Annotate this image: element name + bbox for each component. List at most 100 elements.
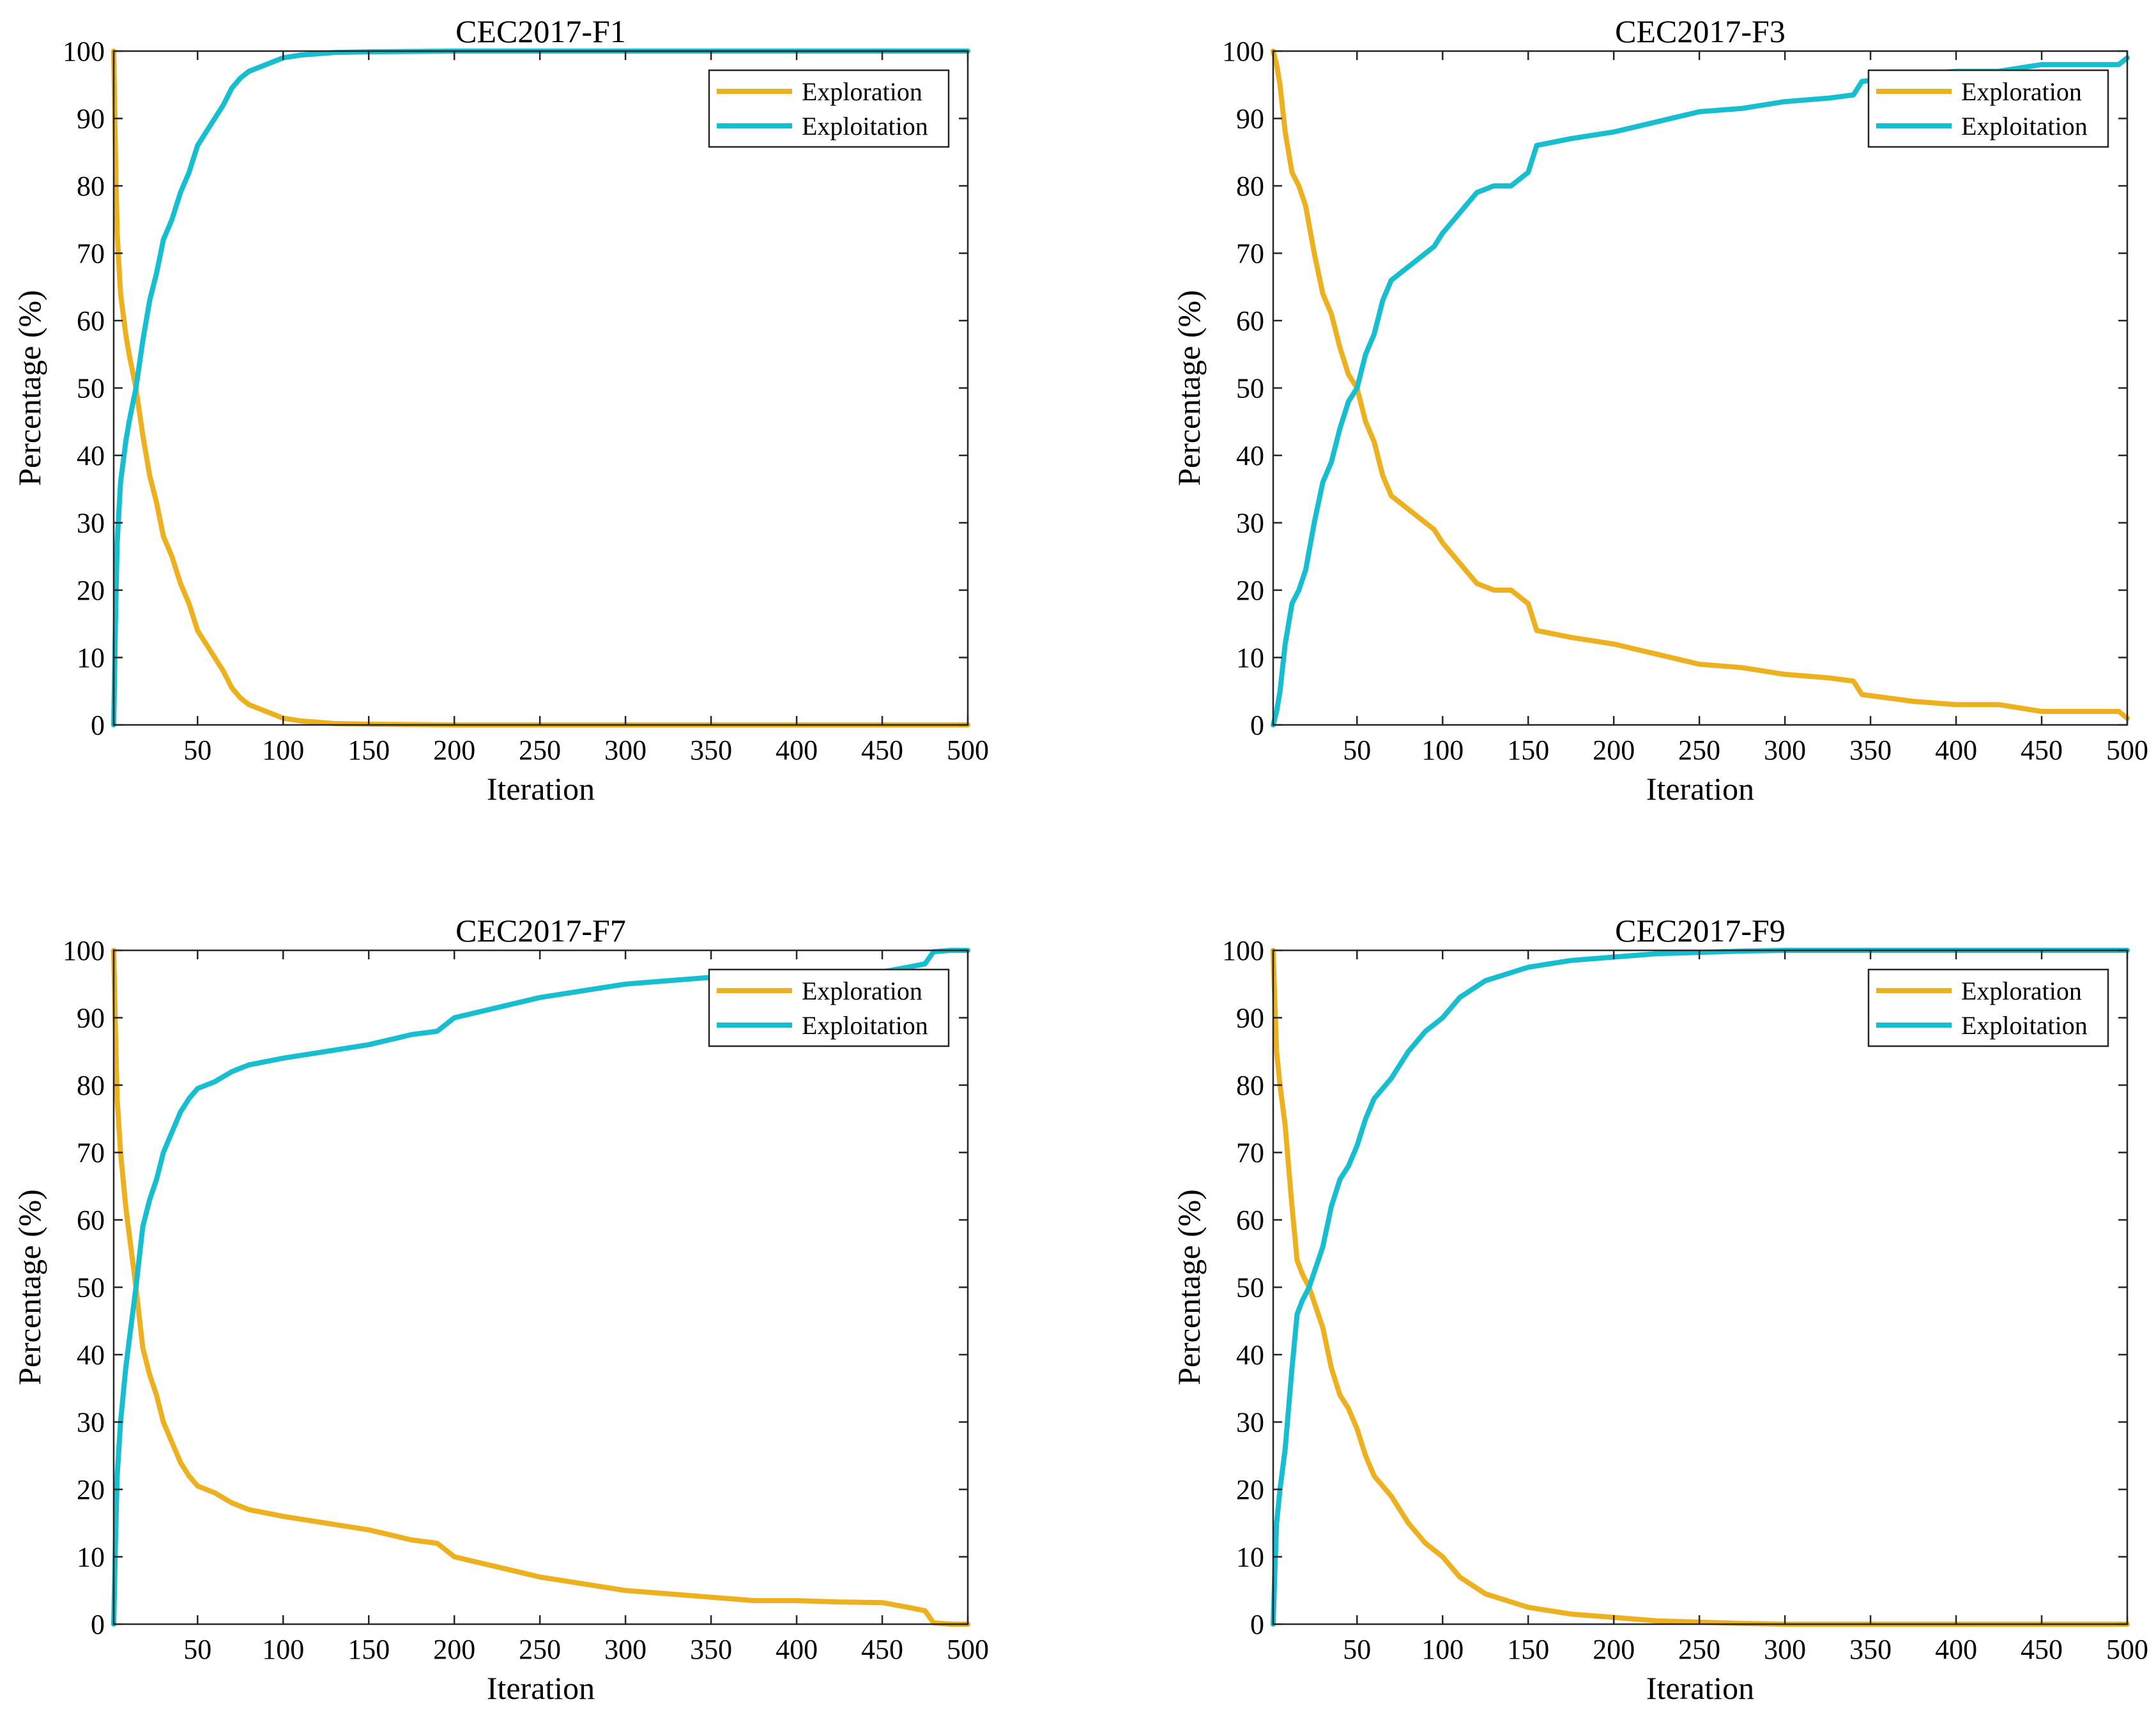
legend-label-exploitation: Exploitation	[1961, 1011, 2088, 1040]
y-tick-label: 90	[1236, 1003, 1264, 1034]
y-tick-label: 60	[1236, 1205, 1264, 1236]
y-tick-label: 50	[77, 1272, 105, 1304]
series-line-exploration	[1273, 51, 2127, 719]
x-tick-label: 500	[947, 1634, 989, 1665]
x-tick-label: 150	[1507, 1634, 1549, 1665]
y-tick-label: 30	[77, 508, 105, 539]
x-tick-label: 500	[2106, 734, 2148, 766]
x-tick-label: 50	[183, 734, 211, 766]
y-tick-label: 20	[77, 575, 105, 606]
legend: Exploration Exploitation	[709, 970, 949, 1046]
y-tick-label: 80	[1236, 171, 1264, 202]
legend: Exploration Exploitation	[1869, 70, 2108, 147]
x-tick-label: 450	[2021, 734, 2063, 766]
x-tick-label: 450	[861, 734, 903, 766]
y-tick-label: 20	[77, 1474, 105, 1505]
y-tick-label: 10	[77, 643, 105, 674]
x-tick-label: 350	[1849, 734, 1892, 766]
y-tick-label: 100	[63, 36, 105, 67]
y-tick-label: 10	[1236, 1542, 1264, 1573]
y-tick-label: 50	[1236, 373, 1264, 404]
x-tick-label: 350	[690, 1634, 732, 1665]
x-axis-label: Iteration	[487, 771, 595, 807]
series-line-exploration	[114, 51, 968, 725]
legend-label-exploitation: Exploitation	[1961, 112, 2088, 141]
y-axis-label: Percentage (%)	[11, 1189, 47, 1385]
x-tick-label: 50	[183, 1634, 211, 1665]
x-tick-label: 400	[776, 1634, 818, 1665]
chart-title: CEC2017-F9	[1615, 913, 1785, 948]
y-tick-label: 40	[1236, 440, 1264, 471]
x-tick-label: 250	[1678, 1634, 1720, 1665]
axes-box	[1273, 950, 2127, 1624]
legend-label-exploration: Exploration	[802, 77, 922, 106]
series-line-exploitation	[1273, 58, 2127, 726]
x-tick-label: 100	[262, 1634, 304, 1665]
x-tick-label: 250	[519, 1634, 561, 1665]
legend-label-exploration: Exploration	[1961, 77, 2082, 106]
y-axis-label: Percentage (%)	[1171, 290, 1207, 486]
axes-box	[114, 51, 968, 725]
chart-title: CEC2017-F7	[455, 913, 626, 948]
x-tick-label: 400	[776, 734, 818, 766]
chart-panel-4: CEC2017-F9010203040506070809010050 100 150…	[1171, 913, 2148, 1706]
x-axis-label: Iteration	[1646, 771, 1754, 807]
x-tick-label: 200	[433, 1634, 475, 1665]
x-tick-label: 400	[1935, 734, 1977, 766]
y-tick-label: 20	[1236, 1474, 1264, 1505]
legend-label-exploration: Exploration	[802, 977, 922, 1005]
y-tick-label: 100	[1222, 36, 1264, 67]
chart-panel-3: CEC2017-F7 0 10 20 30 40 50 60 70 80 90 100 50 100 150…	[11, 913, 989, 1706]
legend: Exploration Exploitation	[1869, 970, 2108, 1046]
y-tick-label: 30	[1236, 1407, 1264, 1438]
x-tick-label: 150	[348, 734, 390, 766]
y-tick-label: 50	[1236, 1272, 1264, 1304]
y-axis-label: Percentage (%)	[11, 290, 47, 486]
y-tick-label: 0	[1250, 710, 1264, 741]
x-tick-label: 350	[1849, 1634, 1892, 1665]
y-tick-label: 40	[77, 1339, 105, 1371]
y-tick-label: 100	[63, 935, 105, 966]
y-tick-label: 0	[91, 710, 105, 741]
y-tick-label: 90	[1236, 103, 1264, 135]
chart-panel-1: CEC2017-F1 0 10 20 30 40 50 60 70 80 90 100 50 100 150…	[11, 13, 989, 807]
x-tick-label: 100	[1421, 734, 1464, 766]
y-tick-label: 80	[1236, 1070, 1264, 1101]
y-tick-label: 60	[77, 305, 105, 337]
x-tick-label: 450	[861, 1634, 903, 1665]
chart-figure-svg: CEC2017-F1010203040506070809010050 100 150…	[0, 0, 2156, 1724]
y-tick-label: 0	[1250, 1609, 1264, 1640]
x-tick-label: 500	[947, 734, 989, 766]
y-tick-label: 70	[77, 1137, 105, 1169]
x-tick-label: 200	[433, 734, 475, 766]
y-tick-label: 30	[77, 1407, 105, 1438]
y-tick-label: 80	[77, 171, 105, 202]
legend: Exploration Exploitation	[709, 70, 949, 147]
series-line-exploration	[114, 950, 968, 1624]
x-tick-label: 200	[1593, 734, 1635, 766]
x-tick-label: 50	[1343, 734, 1371, 766]
y-tick-label: 100	[1222, 935, 1264, 966]
x-axis-label: Iteration	[1646, 1670, 1754, 1706]
x-tick-label: 300	[604, 734, 646, 766]
x-tick-label: 300	[1764, 1634, 1806, 1665]
x-tick-label: 400	[1935, 1634, 1977, 1665]
series-line-exploitation	[114, 51, 968, 725]
legend-label-exploitation: Exploitation	[802, 1011, 928, 1040]
y-tick-label: 60	[77, 1205, 105, 1236]
y-tick-label: 70	[1236, 238, 1264, 270]
series-line-exploration	[1273, 950, 2127, 1624]
figure: CEC2017-F1 0 10 20 30 40 50 60 70 80 90 100 50 100 150…	[0, 0, 2156, 1724]
x-tick-label: 300	[1764, 734, 1806, 766]
x-tick-label: 50	[1343, 1634, 1371, 1665]
x-tick-label: 100	[1421, 1634, 1464, 1665]
chart-panel-2: CEC2017-F3 0 10 20 30 40 50 60 70 80 90 100 50 100 150…	[1171, 13, 2148, 807]
chart-title: CEC2017-F3	[1615, 13, 1785, 49]
x-tick-label: 250	[1678, 734, 1720, 766]
axes-box	[114, 950, 968, 1624]
series-line-exploitation	[114, 950, 968, 1624]
y-axis-label: Percentage (%)	[1171, 1189, 1207, 1385]
y-tick-label: 70	[77, 238, 105, 270]
chart-title: CEC2017-F1	[455, 13, 626, 49]
y-tick-label: 20	[1236, 575, 1264, 606]
